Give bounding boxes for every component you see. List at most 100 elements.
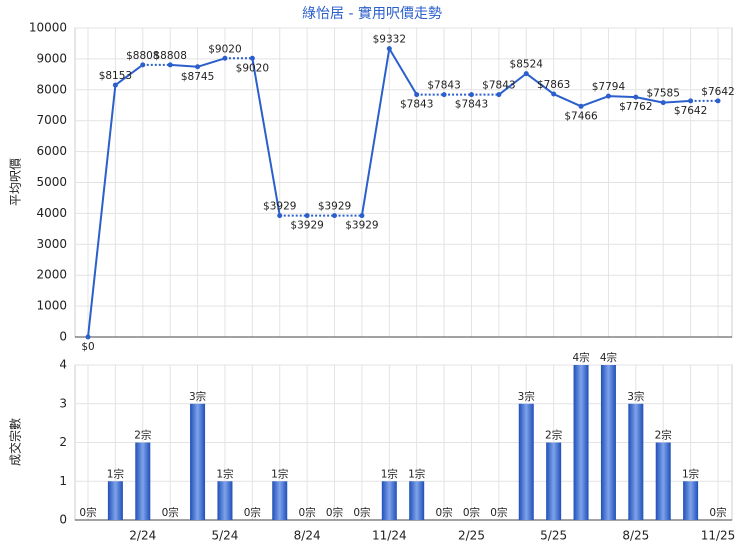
value-label: $7762 xyxy=(619,101,652,113)
point xyxy=(660,100,666,106)
value-label: $9020 xyxy=(236,62,269,74)
value-label: $9020 xyxy=(208,43,241,55)
point xyxy=(633,94,639,100)
point xyxy=(167,62,173,68)
line-segment xyxy=(498,72,527,96)
point xyxy=(496,92,502,98)
y-axis-label: 成交宗數 xyxy=(8,418,23,466)
value-label: 1宗 xyxy=(216,467,233,480)
chart-title: 綠怡居 - 實用呎價走勢 xyxy=(302,5,442,22)
value-label: $9332 xyxy=(373,34,406,46)
value-label: 0宗 xyxy=(326,506,343,519)
value-label: $8153 xyxy=(99,70,132,82)
point xyxy=(523,71,529,77)
y-tick-label: 1 xyxy=(59,474,67,488)
bar xyxy=(190,403,206,520)
line-segment xyxy=(663,99,691,104)
x-tick-label: 11/25 xyxy=(701,529,736,543)
value-label: $7843 xyxy=(427,80,460,92)
bar xyxy=(655,442,671,520)
value-label: $0 xyxy=(81,341,94,353)
value-label: 0宗 xyxy=(299,506,316,519)
value-label: 3宗 xyxy=(627,390,644,403)
bar xyxy=(628,403,644,520)
value-label: $3929 xyxy=(345,220,378,232)
value-label: $8808 xyxy=(126,50,159,62)
point xyxy=(386,46,392,52)
point xyxy=(715,98,721,104)
y-tick-label: 0 xyxy=(59,330,67,344)
value-label: $8808 xyxy=(153,50,186,62)
x-tick-label: 8/24 xyxy=(294,529,321,543)
value-label: 0宗 xyxy=(490,506,507,519)
value-label: $7843 xyxy=(482,80,515,92)
line-segment xyxy=(388,48,418,96)
y-tick-label: 2 xyxy=(59,435,67,449)
line-segment xyxy=(197,57,226,68)
value-label: 3宗 xyxy=(189,390,206,403)
line-segment xyxy=(608,95,636,99)
y-tick-label: 5000 xyxy=(36,175,67,189)
y-axis-label: 平均呎價 xyxy=(9,158,23,206)
value-label: 0宗 xyxy=(709,506,726,519)
y-tick-label: 4000 xyxy=(36,206,67,220)
value-label: 4宗 xyxy=(572,351,589,364)
y-tick-label: 10000 xyxy=(29,21,67,35)
value-label: $3929 xyxy=(290,220,323,232)
line-segment xyxy=(87,84,117,338)
bar xyxy=(573,365,589,520)
y-tick-label: 6000 xyxy=(36,144,67,158)
y-tick-label: 3 xyxy=(59,396,67,410)
value-label: $3929 xyxy=(263,201,296,213)
value-label: 1宗 xyxy=(271,467,288,480)
bar xyxy=(107,481,123,520)
y-tick-label: 2000 xyxy=(36,268,67,282)
value-label: $8745 xyxy=(181,71,214,83)
y-tick-label: 4 xyxy=(59,358,67,372)
value-label: $7585 xyxy=(647,88,680,100)
value-label: $7642 xyxy=(701,86,734,98)
value-label: $7794 xyxy=(592,81,626,93)
bar xyxy=(409,481,425,520)
bar xyxy=(546,442,562,520)
value-label: 0宗 xyxy=(463,506,480,519)
point xyxy=(195,64,201,70)
point xyxy=(140,62,146,68)
line-segment xyxy=(170,63,198,68)
y-tick-label: 3000 xyxy=(36,237,67,251)
value-label: $3929 xyxy=(318,201,351,213)
bar xyxy=(683,481,699,520)
value-label: 1宗 xyxy=(107,467,124,480)
value-label: 1宗 xyxy=(682,467,699,480)
line-segment xyxy=(635,96,664,104)
x-tick-label: 2/25 xyxy=(458,529,485,543)
bar xyxy=(135,442,151,520)
line-segment xyxy=(553,93,582,108)
point xyxy=(85,334,91,340)
value-label: $7843 xyxy=(400,99,433,111)
value-label: $7466 xyxy=(564,110,598,122)
y-tick-label: 1000 xyxy=(36,299,67,313)
x-tick-label: 11/24 xyxy=(372,529,407,543)
value-label: 0宗 xyxy=(79,506,96,519)
point xyxy=(304,213,310,219)
y-tick-label: 8000 xyxy=(36,82,67,96)
value-label: 0宗 xyxy=(162,506,179,519)
x-tick-label: 2/24 xyxy=(129,529,156,543)
point xyxy=(277,213,283,219)
value-label: 2宗 xyxy=(545,429,562,442)
bar xyxy=(217,481,233,520)
x-tick-label: 8/25 xyxy=(622,529,649,543)
y-tick-label: 9000 xyxy=(36,51,67,65)
value-label: $7843 xyxy=(455,99,488,111)
value-label: 1宗 xyxy=(381,467,398,480)
value-label: 3宗 xyxy=(518,390,535,403)
value-label: 0宗 xyxy=(244,506,261,519)
point xyxy=(249,55,255,61)
y-tick-label: 0 xyxy=(59,513,67,527)
line-segment xyxy=(360,48,391,216)
value-label: 0宗 xyxy=(353,506,370,519)
line-segment xyxy=(114,64,144,86)
line-segment xyxy=(525,72,555,95)
